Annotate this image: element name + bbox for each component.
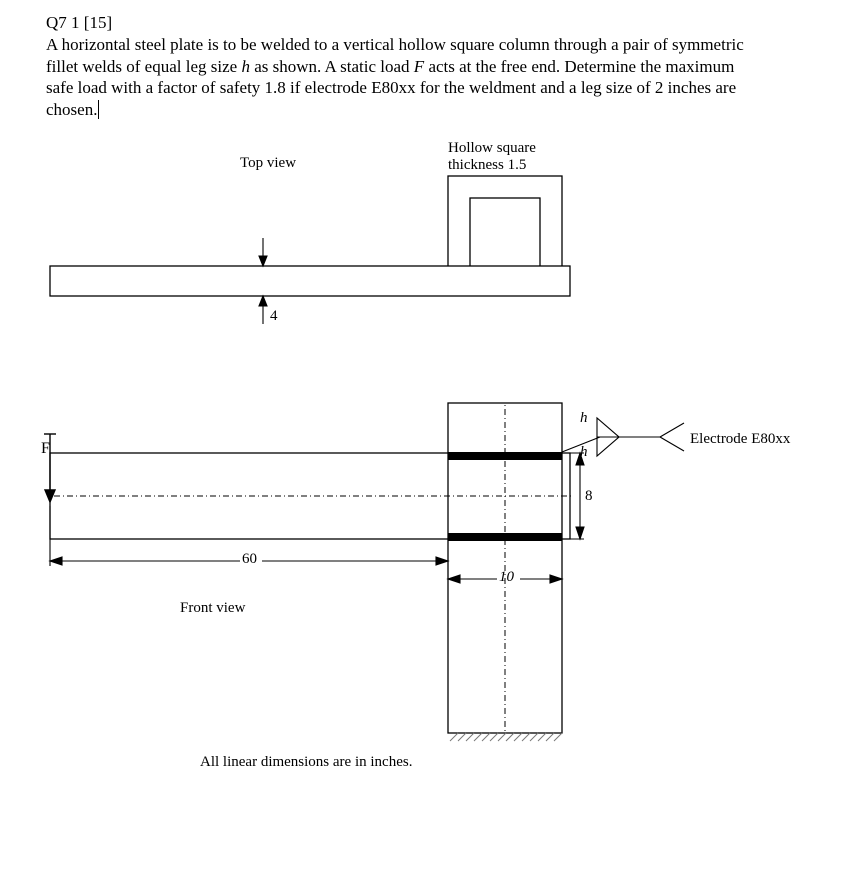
question-number: Q7 1 [15]: [46, 13, 112, 32]
label-h1: h: [580, 410, 588, 427]
dim-4: 4: [270, 308, 278, 325]
question-statement: Q7 1 [15] A horizontal steel plate is to…: [46, 12, 806, 121]
prompt-l2b: as shown. A static load: [250, 57, 414, 76]
label-h2: h: [580, 444, 588, 461]
prompt-l3: safe load with a factor of safety 1.8 if…: [46, 78, 736, 97]
dim-10: 10: [499, 569, 514, 586]
dim-60: 60: [242, 551, 257, 568]
prompt-F: F: [414, 57, 424, 76]
prompt-l4: chosen.: [46, 100, 97, 119]
label-F: F: [41, 440, 50, 458]
prompt-h: h: [241, 57, 250, 76]
front-view-diagram: [0, 390, 842, 890]
label-footnote: All linear dimensions are in inches.: [200, 754, 412, 771]
prompt-l2c: acts at the free end. Determine the maxi…: [424, 57, 734, 76]
top-view-diagram: [0, 160, 600, 360]
prompt-l1: A horizontal steel plate is to be welded…: [46, 35, 744, 54]
label-electrode: Electrode E80xx: [690, 431, 790, 448]
prompt-l2a: fillet welds of equal leg size: [46, 57, 241, 76]
label-front-view: Front view: [180, 600, 245, 617]
label-hollow-square: Hollow square: [448, 140, 536, 157]
dim-8: 8: [585, 488, 593, 505]
